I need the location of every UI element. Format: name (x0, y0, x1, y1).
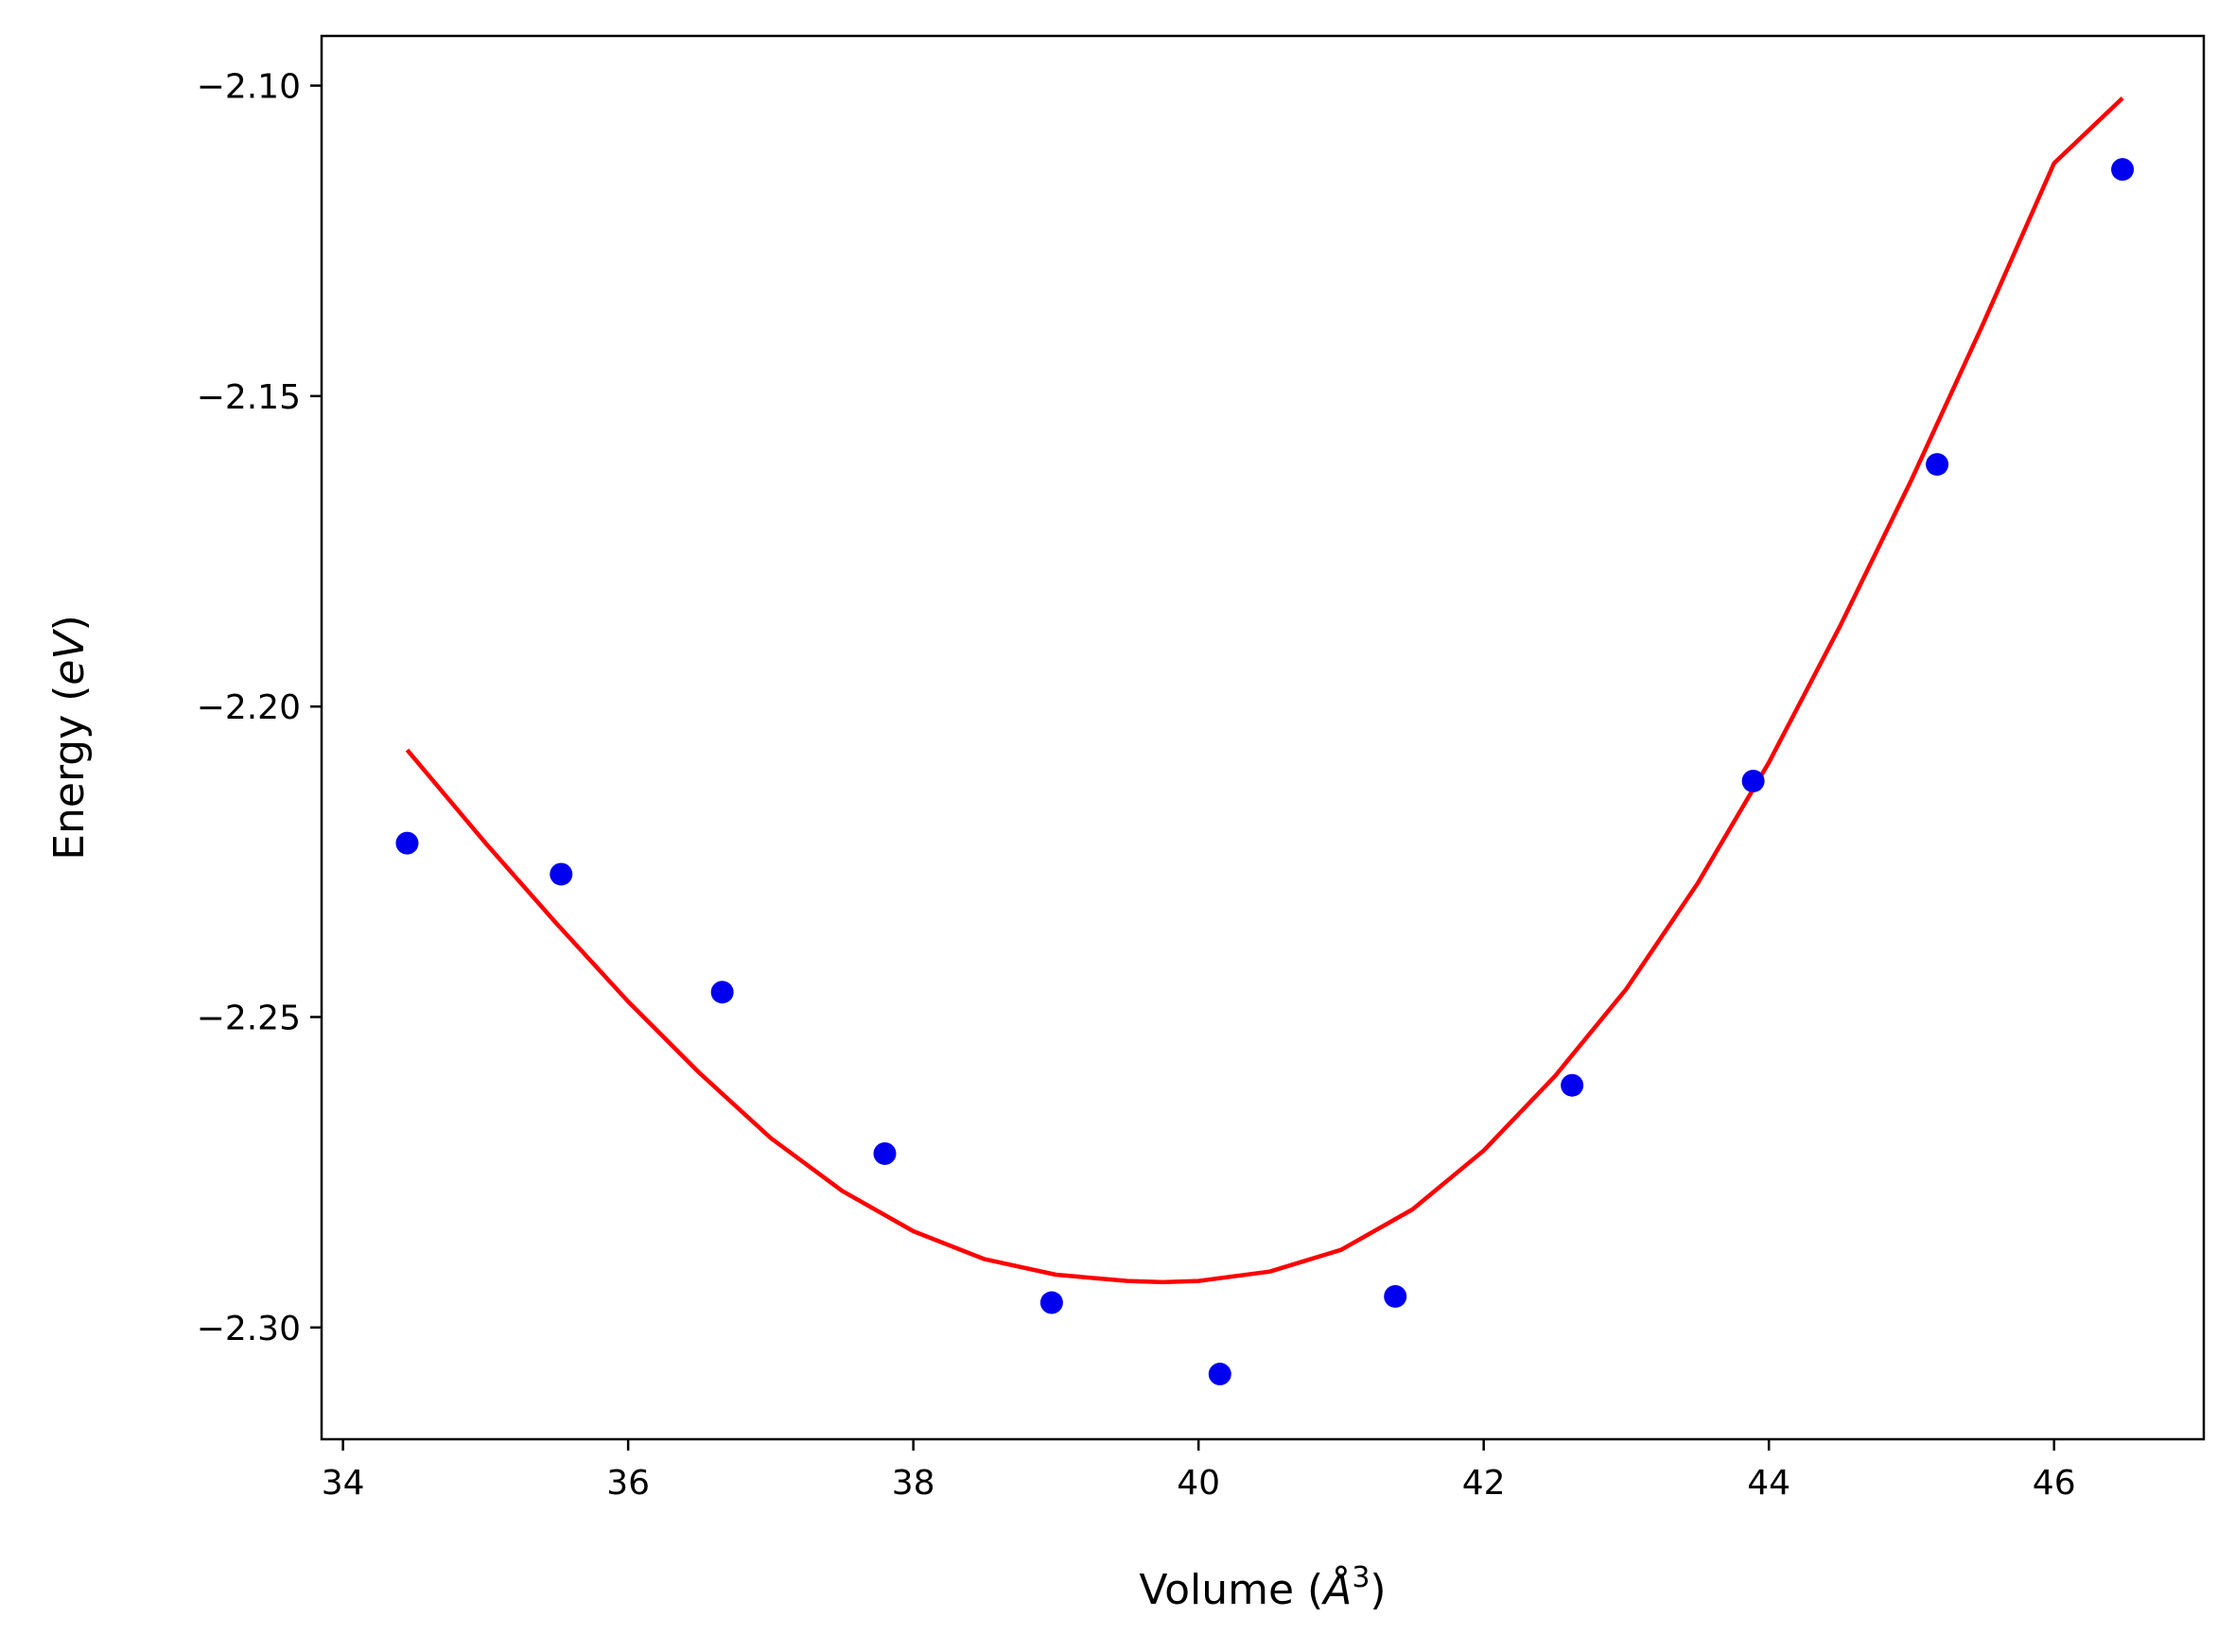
x-tick-label: 40 (1177, 1464, 1220, 1503)
fit-curve (405, 96, 2124, 1285)
data-point (2111, 158, 2135, 182)
x-axis-label-unit: Å (1320, 1564, 1352, 1614)
data-point (550, 862, 573, 886)
data-point (1926, 453, 1949, 477)
x-tick-label: 36 (606, 1464, 650, 1503)
x-axis-label-prefix: Volume ( (1139, 1566, 1323, 1614)
plot-area (320, 34, 2206, 1441)
y-axis-ticks: −2.10 −2.15 −2.20 −2.25 −2.30 (197, 68, 322, 1348)
y-tick-label: −2.10 (197, 68, 301, 107)
data-point (1208, 1363, 1231, 1386)
x-tick-label: 38 (892, 1464, 935, 1503)
x-axis-label-suffix: ) (1370, 1566, 1386, 1614)
x-tick-label: 34 (322, 1464, 365, 1503)
y-axis-label-suffix: ) (45, 615, 94, 631)
y-axis-label-prefix: Energy ( (45, 686, 94, 861)
fit-curve-layer (405, 96, 2124, 1285)
data-point (710, 981, 734, 1004)
x-tick-label: 42 (1462, 1464, 1506, 1503)
data-point (1039, 1291, 1063, 1314)
data-point (1384, 1284, 1407, 1308)
x-tick-label: 46 (2033, 1464, 2076, 1503)
y-axis-label-unit: eV (45, 629, 94, 686)
y-tick-label: −2.15 (197, 378, 301, 417)
y-tick-label: −2.25 (197, 999, 301, 1037)
data-point (1741, 769, 1765, 792)
data-point (395, 831, 419, 855)
x-axis-label: Volume (Å3) (1139, 1561, 1386, 1614)
data-point (1561, 1073, 1584, 1097)
data-point (873, 1141, 897, 1165)
y-axis-label: Energy (eV) (45, 615, 94, 861)
x-tick-label: 44 (1747, 1464, 1790, 1503)
x-axis-label-exponent: 3 (1352, 1561, 1370, 1594)
y-tick-label: −2.20 (197, 688, 301, 727)
data-points-layer (395, 158, 2135, 1386)
x-axis-ticks: 34 36 38 40 42 44 46 (322, 1439, 2076, 1503)
y-tick-label: −2.30 (197, 1310, 301, 1348)
axes-frame (320, 34, 2206, 1441)
